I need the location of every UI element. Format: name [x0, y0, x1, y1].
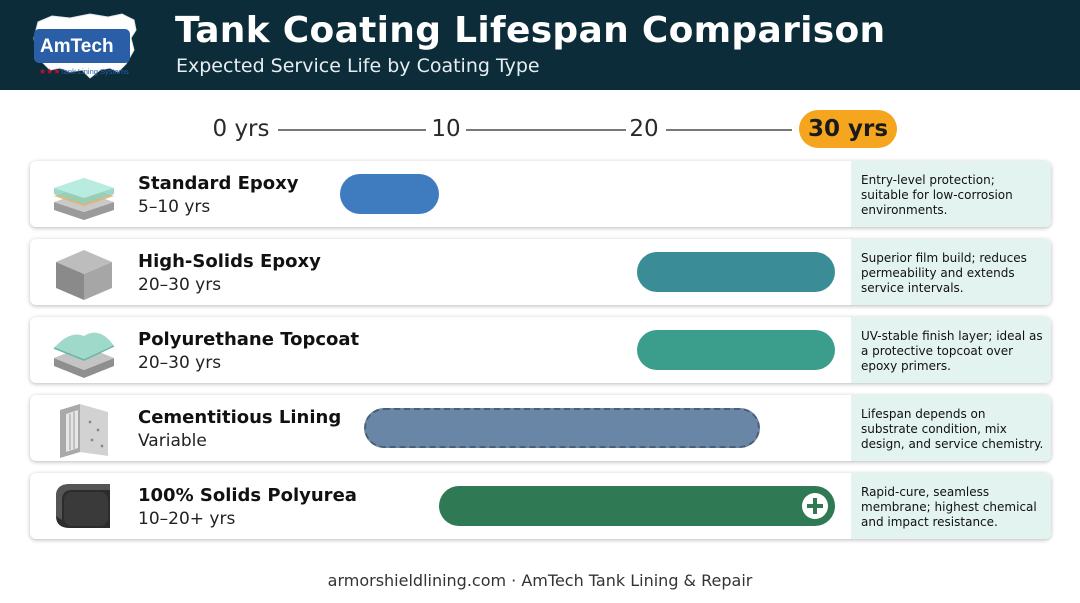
highlighted-tick-pill	[799, 110, 897, 148]
coating-row: High-Solids Epoxy 20–30 yrs Superior fil…	[30, 239, 1051, 305]
rubber-membrane-block-icon	[56, 484, 110, 528]
footer-text: armorshieldlining.com · AmTech Tank Lini…	[327, 571, 753, 590]
coating-note: Entry-level protection; suitable for low…	[851, 161, 1051, 227]
logo-stars: ★★★	[39, 67, 61, 76]
axis-tick-label: 0 yrs	[212, 116, 270, 142]
coating-range: 5–10 yrs	[138, 197, 211, 217]
lifespan-axis: 0 yrs 10 20 30 yrs	[0, 108, 1080, 152]
lifespan-bar	[363, 408, 760, 448]
plus-icon	[802, 493, 828, 519]
page-title: Tank Coating Lifespan Comparison	[175, 10, 886, 51]
coating-range: 20–30 yrs	[138, 275, 222, 295]
steel-block-icon	[56, 250, 112, 300]
axis-tick-label: 20	[629, 116, 659, 142]
lifespan-bar	[340, 174, 439, 214]
coating-range: 20–30 yrs	[138, 353, 222, 373]
lifespan-bar	[637, 252, 835, 292]
axis-segment-line	[666, 129, 792, 131]
coating-row: 100% Solids Polyurea 10–20+ yrs Rapid-cu…	[30, 473, 1051, 539]
page-subtitle: Expected Service Life by Coating Type	[176, 55, 540, 77]
coating-range: 10–20+ yrs	[138, 509, 236, 529]
lifespan-bar	[637, 330, 835, 370]
concrete-tank-cutaway-icon	[60, 404, 108, 458]
lifespan-bar	[439, 486, 835, 526]
axis-tick-label-highlighted: 30 yrs	[807, 116, 889, 142]
coating-name: High-Solids Epoxy	[138, 251, 321, 272]
logo-tagline: Tank Lining Systems	[60, 67, 129, 76]
coating-row: Polyurethane Topcoat 20–30 yrs UV-stable…	[30, 317, 1051, 383]
coating-name: Standard Epoxy	[138, 173, 299, 194]
header-banner: AmTech ★★★ Tank Lining Systems Tank Coat…	[0, 0, 1080, 90]
coating-name: Polyurethane Topcoat	[138, 329, 360, 350]
coating-note: Lifespan depends on substrate condition,…	[851, 395, 1051, 461]
coating-name: 100% Solids Polyurea	[138, 485, 357, 506]
amtech-logo: AmTech ★★★ Tank Lining Systems	[33, 13, 137, 79]
coating-note: Superior film build; reduces permeabilit…	[851, 239, 1051, 305]
coating-row: Cementitious Lining Variable Lifespan de…	[30, 395, 1051, 461]
topcoat-layer-icon	[53, 332, 115, 378]
axis-segment-line	[466, 129, 626, 131]
glass-layer-stack-icon	[54, 178, 114, 220]
logo-wordmark: AmTech	[40, 36, 114, 57]
coating-row: Standard Epoxy 5–10 yrs Entry-level prot…	[30, 161, 1051, 227]
coating-name: Cementitious Lining	[138, 407, 342, 428]
axis-tick-label: 10	[431, 116, 461, 142]
coating-note: Rapid-cure, seamless membrane; highest c…	[851, 473, 1051, 539]
axis-segment-line	[278, 129, 426, 131]
coating-range: Variable	[138, 431, 207, 451]
coating-note: UV-stable finish layer; ideal as a prote…	[851, 317, 1051, 383]
